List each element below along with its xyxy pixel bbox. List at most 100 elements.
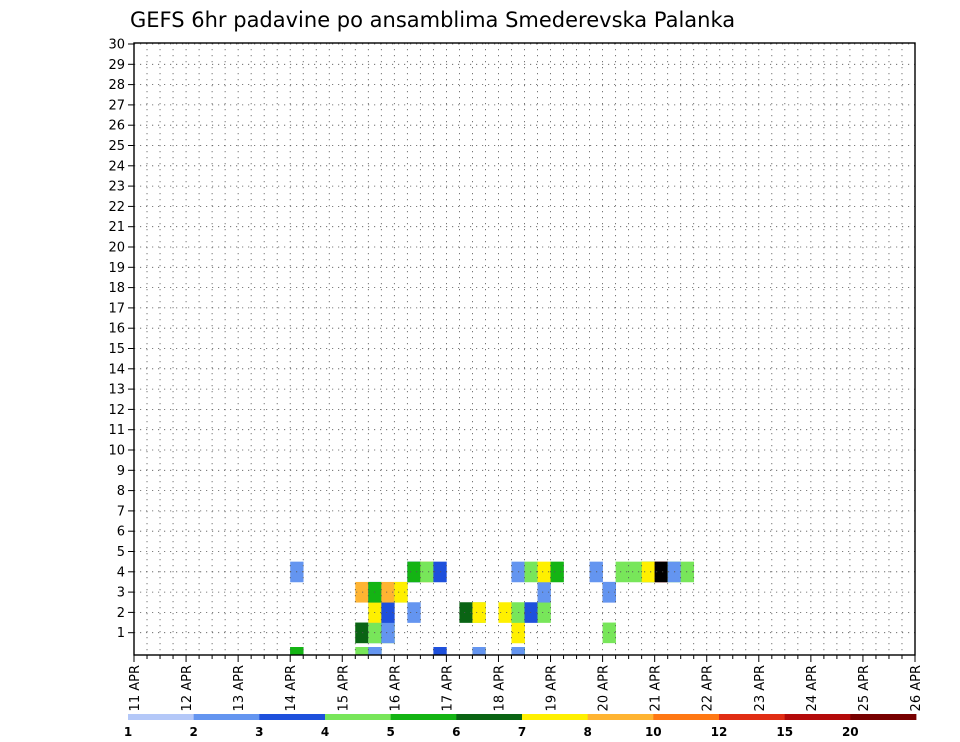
x-tick-label: 15 APR (336, 665, 351, 711)
y-tick-label: 9 (117, 464, 125, 479)
precip-cell (615, 561, 629, 583)
x-tick-label: 25 APR (857, 665, 872, 711)
colorbar-swatch (193, 714, 260, 720)
colorbar-tick-label: 6 (452, 725, 460, 739)
y-tick-label: 6 (117, 525, 125, 540)
precip-cell (459, 602, 473, 623)
y-tick-label: 17 (108, 301, 125, 316)
precip-cell (355, 581, 369, 603)
colorbar-tick-label: 8 (584, 725, 592, 739)
x-tick-label: 23 APR (753, 665, 768, 711)
colorbar-tick-label: 3 (255, 725, 263, 739)
y-tick-label: 22 (108, 200, 125, 215)
precip-cell (602, 581, 616, 603)
x-tick-label: 14 APR (284, 665, 299, 711)
precip-cell (511, 647, 525, 656)
y-tick-label: 28 (108, 78, 125, 93)
y-tick-label: 8 (117, 484, 125, 499)
precip-cell (368, 647, 382, 656)
y-tick-label: 26 (108, 119, 125, 134)
y-tick-label: 23 (108, 180, 125, 195)
x-tick-label: 20 APR (597, 665, 612, 711)
precip-cell (290, 647, 304, 656)
colorbar-swatch (522, 714, 589, 720)
colorbar-swatch (719, 714, 786, 720)
x-tick-label: 11 APR (128, 665, 143, 711)
y-tick-label: 11 (108, 423, 125, 438)
precip-cell (407, 602, 421, 623)
y-tick-label: 3 (117, 586, 125, 601)
precip-cell (654, 561, 668, 583)
colorbar-swatch (390, 714, 457, 720)
colorbar-swatch (587, 714, 654, 720)
y-tick-label: 1 (117, 626, 125, 641)
y-tick-label: 27 (108, 98, 125, 113)
x-tick-label: 17 APR (440, 665, 455, 711)
precip-cell (550, 561, 564, 583)
precip-cell (628, 561, 642, 583)
precip-cell (641, 561, 655, 583)
colorbar-swatch (653, 714, 720, 720)
precip-cell (394, 581, 408, 603)
y-tick-label: 4 (117, 565, 125, 580)
y-tick-label: 10 (108, 444, 125, 459)
x-axis-ticks: 11 APR 12 APR 13 APR 14 APR 15 APR 16 APR 17 A… (128, 655, 924, 711)
y-axis-ticks: 1234567891011121314151617181920212223242… (108, 38, 134, 641)
colorbar-tick-label: 20 (842, 725, 859, 739)
colorbar-swatch (325, 714, 392, 720)
colorbar-swatch (784, 714, 851, 720)
y-tick-label: 5 (117, 545, 125, 560)
x-tick-label: 21 APR (649, 665, 664, 711)
colorbar-tick-label: 7 (518, 725, 526, 739)
colorbar-tick-label: 1 (124, 725, 132, 739)
x-tick-label: 18 APR (493, 665, 508, 711)
x-tick-label: 24 APR (805, 665, 820, 711)
colorbar-tick-label: 15 (776, 725, 793, 739)
colorbar: 1 2 3 4 5 6 7 8 10 12 15 20 (124, 714, 917, 739)
x-tick-label: 22 APR (701, 665, 716, 711)
precip-cell (433, 647, 447, 656)
precip-cell (355, 622, 369, 644)
precip-cell (498, 602, 512, 623)
y-tick-label: 15 (108, 342, 125, 357)
colorbar-tick-label: 12 (711, 725, 728, 739)
colorbar-swatch (259, 714, 326, 720)
x-tick-label: 12 APR (180, 665, 195, 711)
colorbar-swatch (456, 714, 523, 720)
y-tick-label: 29 (108, 58, 125, 73)
precip-cell (537, 602, 551, 623)
y-tick-label: 14 (108, 362, 125, 377)
y-tick-label: 16 (108, 322, 125, 337)
x-tick-label: 26 APR (909, 665, 924, 711)
y-tick-label: 21 (108, 220, 125, 235)
y-tick-label: 7 (117, 504, 125, 519)
colorbar-tick-label: 10 (645, 725, 662, 739)
precip-cell (381, 602, 395, 623)
y-tick-label: 12 (108, 403, 125, 418)
precip-cell (355, 647, 369, 656)
precip-cell (420, 561, 434, 583)
chart-title: GEFS 6hr padavine po ansamblima Smederev… (130, 8, 735, 32)
precip-cell (381, 622, 395, 644)
colorbar-tick-label: 5 (387, 725, 395, 739)
precip-cell (680, 561, 695, 583)
y-tick-label: 20 (108, 241, 125, 256)
x-tick-label: 16 APR (388, 665, 403, 711)
x-tick-label: 13 APR (232, 665, 247, 711)
y-tick-label: 30 (108, 38, 125, 53)
y-tick-label: 19 (108, 261, 125, 276)
colorbar-swatch (128, 714, 195, 720)
precip-cell (472, 647, 486, 656)
y-tick-label: 24 (108, 159, 125, 174)
colorbar-swatch (850, 714, 917, 720)
y-tick-label: 18 (108, 281, 125, 296)
x-tick-label: 19 APR (545, 665, 560, 711)
y-tick-label: 2 (117, 606, 125, 621)
precip-cell (602, 622, 616, 644)
precip-cell (407, 561, 421, 583)
colorbar-tick-label: 4 (321, 725, 329, 739)
precip-cell (537, 561, 551, 583)
colorbar-tick-label: 2 (190, 725, 198, 739)
y-tick-label: 13 (108, 383, 125, 398)
